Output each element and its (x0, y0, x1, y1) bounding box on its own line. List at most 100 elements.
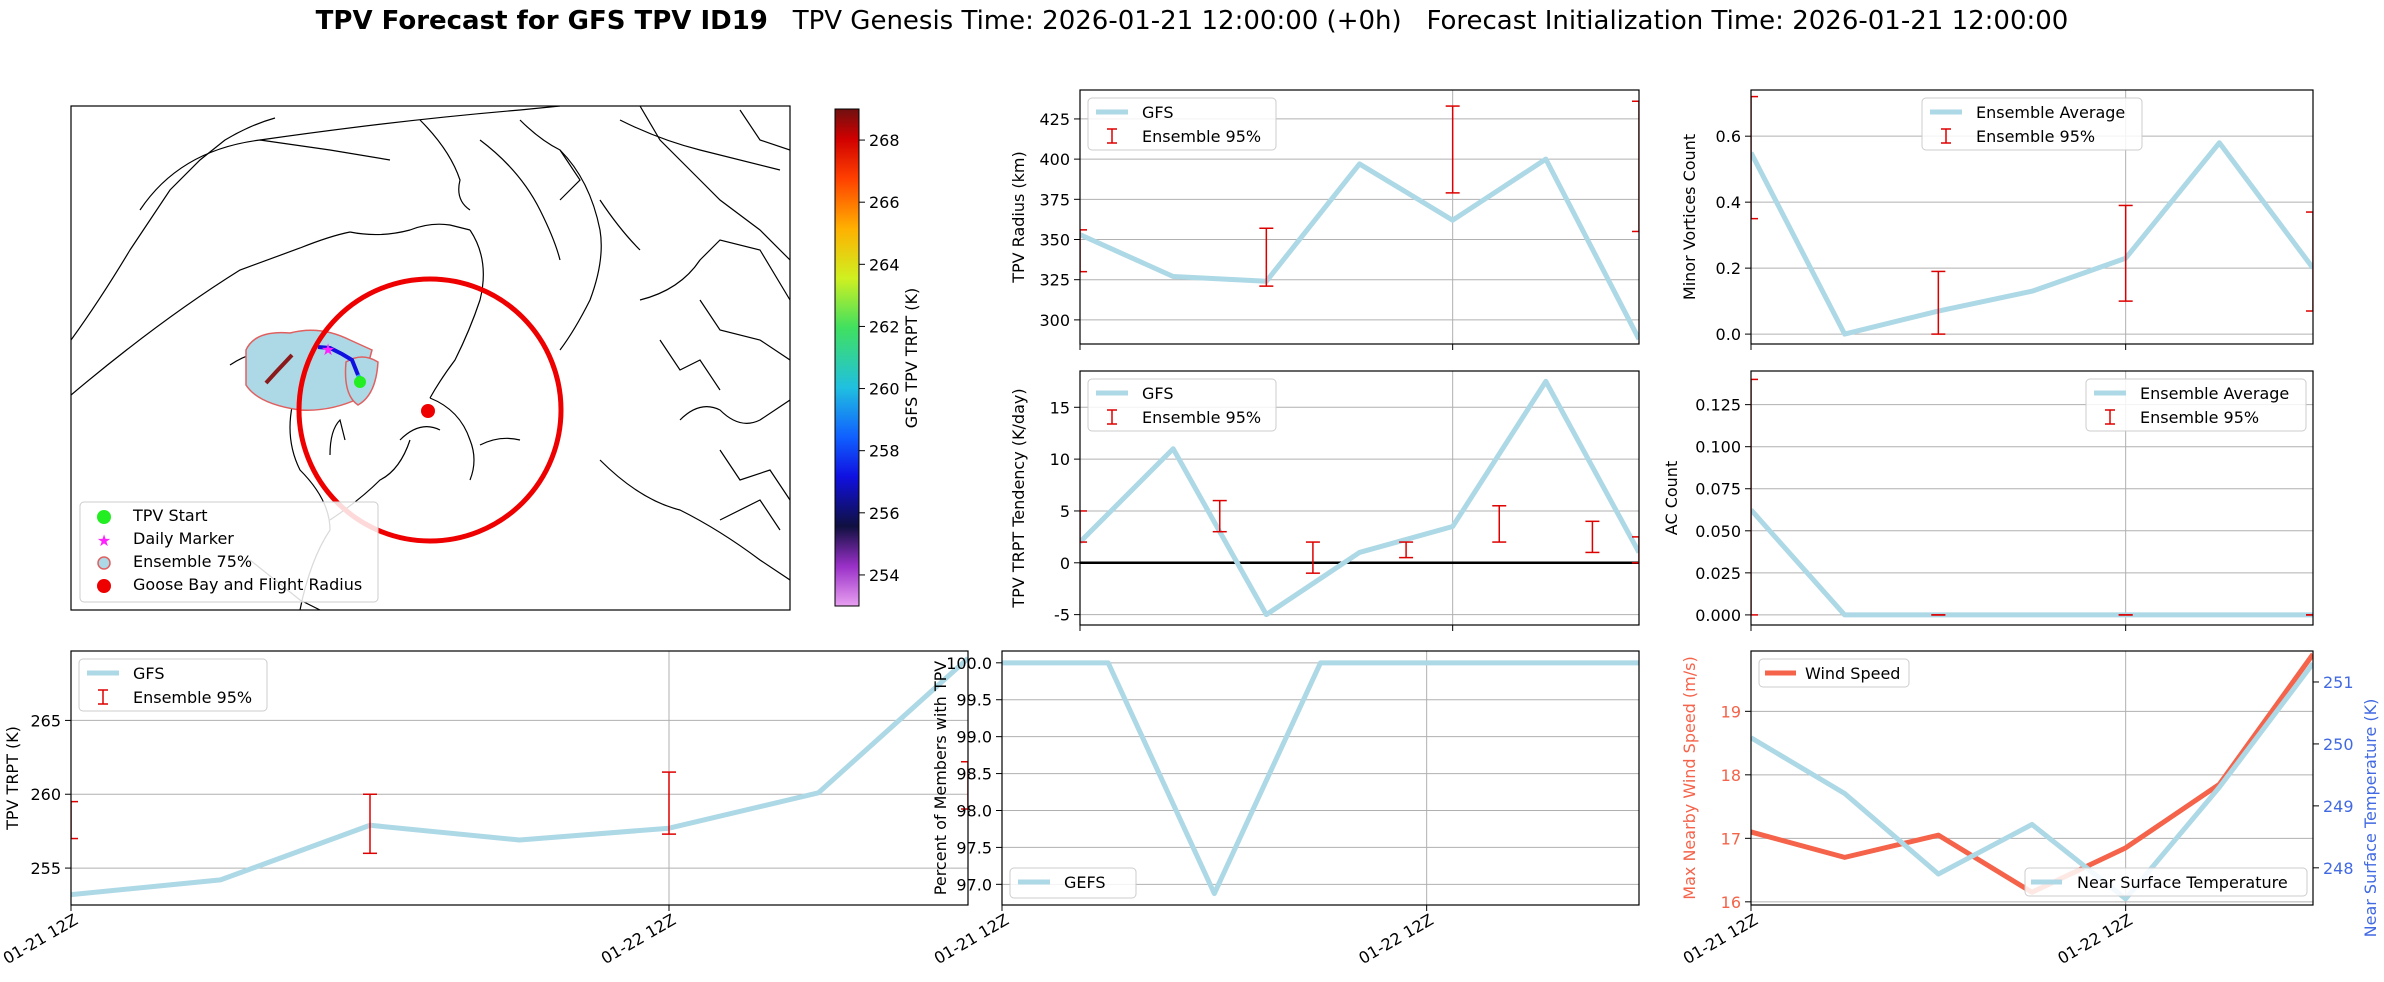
goose-bay-marker (421, 404, 435, 418)
y-axis-label: AC Count (1662, 461, 1681, 535)
series-line-0 (71, 656, 968, 898)
legend-goose-icon (97, 579, 111, 593)
y-tick-label: 325 (1039, 271, 1070, 290)
y-tick-label: 98.0 (956, 801, 992, 820)
legend-label: Near Surface Temperature (2077, 873, 2288, 892)
marks-ac (1751, 378, 2313, 618)
colorbar-tick-label: 258 (869, 442, 900, 461)
legend-label: Ensemble 95% (2140, 408, 2259, 427)
chart-radius: 300 325 350 375 400 425 TPV Radius (km) GFS Ense… (1009, 89, 1640, 350)
marks-wind (1751, 652, 2313, 902)
marks-trpt (71, 656, 968, 898)
y-axis-label: Percent of Members with TPV (931, 661, 950, 895)
y-tick-label: 97.0 (956, 875, 992, 894)
legend-box (1009, 867, 1137, 899)
legend-radius: GFS Ensemble 95% (1087, 97, 1277, 151)
init-time: Forecast Initialization Time: 2026-01-21… (1426, 6, 2069, 36)
figure-title: TPV Forecast for GFS TPV ID19 TPV Genesi… (0, 6, 2384, 36)
y-tick-label: 255 (30, 859, 61, 878)
plot-frame (1079, 89, 1640, 345)
colorbar-tick-label: 254 (869, 566, 900, 585)
chart-wind: 16 17 18 19 01-21 12Z 01-22 12Z Max Nearby Win… (1680, 650, 2380, 968)
colorbar: 254 256 258 260 262 264 266 268 GFS TPV TRPT (K… (834, 108, 921, 607)
y-tick-label: 375 (1039, 190, 1070, 209)
y-tick-label: 0.000 (1695, 606, 1741, 625)
marks-percent (1002, 660, 1639, 897)
y-tick-label: 0.050 (1695, 522, 1741, 541)
legend-box (1921, 97, 2143, 151)
chart-tendency: -5 0 5 10 15 TPV TRPT Tendency (K/day) GFS Ense… (1009, 370, 1640, 631)
legend-label: GFS (1142, 103, 1173, 122)
colorbar-tick-label: 266 (869, 193, 900, 212)
y-tick-label: 0.025 (1695, 564, 1741, 583)
marks-radius (1080, 100, 1639, 341)
map-panel: ★ TPV Start ★ Daily Marker Ensemble 75% … (70, 105, 921, 611)
goose-bay-radius (296, 276, 564, 544)
y-axis-label: Minor Vortices Count (1680, 134, 1699, 300)
legend-trpt: GFS Ensemble 95% (78, 658, 268, 712)
legend-temperature: Near Surface Temperature (2024, 867, 2308, 897)
legend-label: GFS (1142, 384, 1173, 403)
plot-frame (70, 650, 969, 906)
y-tick-label: 16 (1721, 893, 1741, 912)
chart-trpt: 255 260 265 01-21 12Z 01-22 12Z TPV TRPT (K) G… (0, 650, 969, 968)
marks-tendency (1080, 378, 1639, 618)
y-tick-label: 0.125 (1695, 396, 1741, 415)
map-legend-label-0: TPV Start (132, 506, 208, 525)
legend-box (78, 658, 268, 712)
colorbar-tick-label: 256 (869, 504, 900, 523)
x-tick-label: 01-22 12Z (1355, 910, 1436, 968)
y-axis-label: Max Nearby Wind Speed (m/s) (1680, 656, 1699, 899)
legend-label: GFS (133, 664, 164, 683)
x-tick-label: 01-22 12Z (598, 910, 679, 968)
plot-frame (1001, 650, 1640, 906)
figure-title-bold: TPV Forecast for GFS TPV ID19 (315, 6, 768, 36)
y-axis-label: TPV TRPT Tendency (K/day) (1009, 388, 1028, 608)
legend-start-icon (97, 510, 111, 524)
legend-box (1087, 97, 1277, 151)
y-tick-label-right: 248 (2323, 859, 2354, 878)
chart-minor: 0.0 0.2 0.4 0.6 Minor Vortices Count Ensemble… (1680, 89, 2314, 350)
colorbar-tick-label: 262 (869, 317, 900, 336)
legend-label: Ensemble 95% (1142, 127, 1261, 146)
y-tick-label: 5 (1060, 502, 1070, 521)
legend-star-icon: ★ (97, 531, 111, 550)
plot-frame (1750, 89, 2314, 345)
legend-label: GEFS (1064, 873, 1106, 892)
y-tick-label: 0.4 (1716, 193, 1741, 212)
y-tick-label: 265 (30, 711, 61, 730)
y-tick-label: 97.5 (956, 838, 992, 857)
legend-label: Ensemble Average (1976, 103, 2125, 122)
y-tick-label: 425 (1039, 110, 1070, 129)
legend-minor: Ensemble Average Ensemble 95% (1921, 97, 2143, 151)
y-tick-label: 18 (1721, 766, 1741, 785)
x-tick-label: 01-21 12Z (0, 910, 81, 968)
daily-marker-star: ★ (321, 340, 335, 359)
y-tick-label: 0.2 (1716, 259, 1741, 278)
colorbar-label: GFS TPV TRPT (K) (902, 288, 921, 428)
y-tick-label: 15 (1050, 398, 1070, 417)
legend-tendency: GFS Ensemble 95% (1087, 378, 1277, 432)
legend-ac: Ensemble Average Ensemble 95% (2085, 378, 2307, 432)
legend-label: Ensemble 95% (133, 688, 252, 707)
map-legend-label-3: Goose Bay and Flight Radius (133, 575, 362, 594)
legend-percent: GEFS (1009, 867, 1137, 899)
y-tick-label: 0.075 (1695, 480, 1741, 499)
y-axis-label: TPV Radius (km) (1009, 151, 1028, 284)
y-tick-label: 260 (30, 785, 61, 804)
x-tick-label: 01-21 12Z (1680, 910, 1761, 968)
chart-percent: 97.0 97.5 98.0 98.5 99.0 99.5 100.0 01-21 12Z 01… (931, 650, 1640, 968)
legend-ensemble-icon (97, 556, 111, 570)
series-line-0 (1751, 140, 2313, 337)
series-line-0 (1080, 156, 1639, 341)
series-line-1 (1751, 661, 2313, 902)
y-tick-label: 0.6 (1716, 127, 1741, 146)
legend-label: Wind Speed (1805, 664, 1900, 683)
y-axis-label-right: Near Surface Temperature (K) (2361, 699, 2380, 938)
y-tick-label: 0.0 (1716, 325, 1741, 344)
plot-frame (1750, 370, 2314, 626)
map-legend: TPV Start ★ Daily Marker Ensemble 75% Go… (79, 501, 379, 603)
legend-label: Ensemble 95% (1142, 408, 1261, 427)
series-line-0 (1080, 378, 1639, 618)
